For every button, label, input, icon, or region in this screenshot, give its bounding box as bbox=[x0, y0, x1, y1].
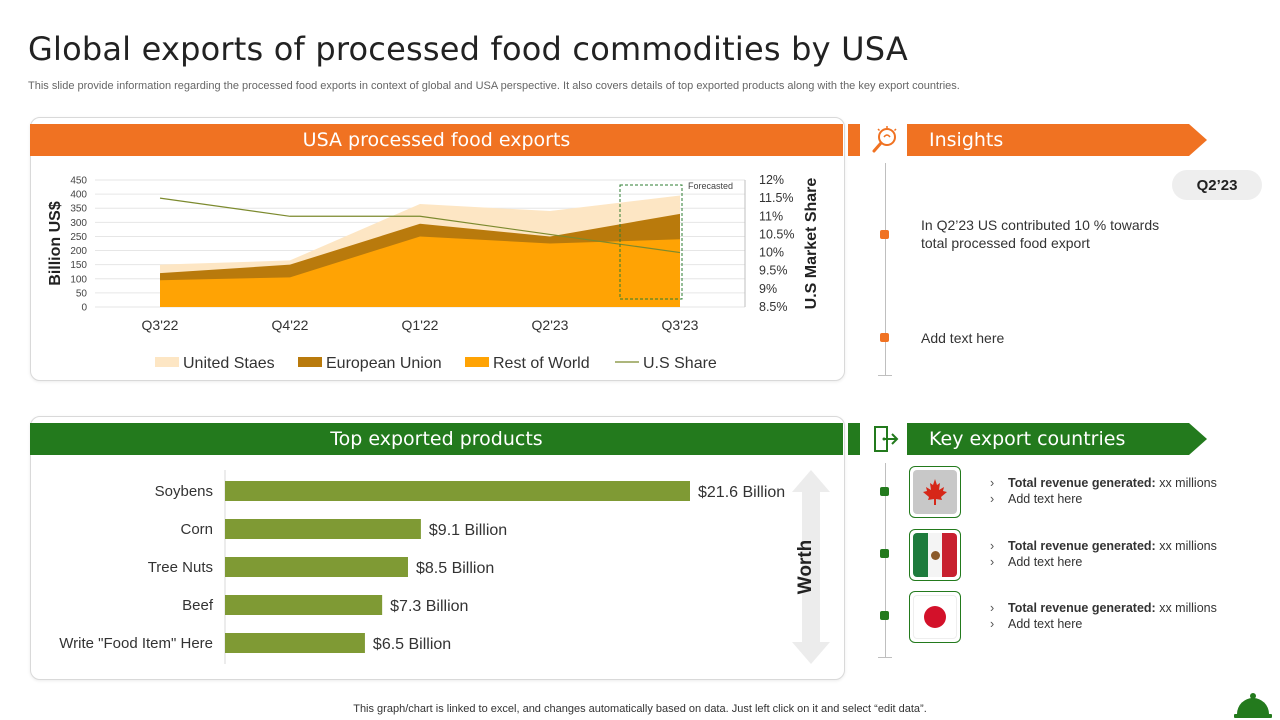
legend-label: United Staes bbox=[183, 355, 275, 372]
x-tick-label: Q3'22 bbox=[142, 317, 179, 333]
exports-area-chart[interactable]: 0 50 100 150 200 250 300 350 400 450 8.5% 9% 9.5% 10%… bbox=[30, 157, 843, 379]
legend-label: European Union bbox=[326, 355, 442, 372]
countries-heading: Key export countries bbox=[907, 423, 1207, 455]
y-tick-label: 50 bbox=[76, 288, 88, 299]
insight-text: Add text here bbox=[921, 330, 1005, 346]
y2-tick-label: 8.5% bbox=[759, 300, 788, 314]
legend-swatch bbox=[298, 357, 322, 367]
x-tick-label: Q1'22 bbox=[402, 317, 439, 333]
x-tick-label: Q3'23 bbox=[662, 317, 699, 333]
product-value-label: $9.1 Billion bbox=[429, 522, 507, 539]
y2-tick-label: 9% bbox=[759, 282, 777, 296]
country-revenue: › Total revenue generated: xx millions bbox=[990, 476, 1217, 490]
y-tick-label: 150 bbox=[70, 260, 87, 271]
country-note: › Add text here bbox=[990, 555, 1083, 569]
insight-text: In Q2’23 US contributed 10 % towards tot… bbox=[921, 217, 1160, 251]
countries-timeline-end bbox=[878, 657, 892, 658]
product-value-label: $6.5 Billion bbox=[373, 636, 451, 653]
products-bar-chart[interactable]: Soybens $21.6 Billion Corn $9.1 Billion Tree… bbox=[30, 456, 843, 671]
country-bullet bbox=[880, 549, 889, 558]
country-note: › Add text here bbox=[990, 617, 1083, 631]
product-value-label: $21.6 Billion bbox=[698, 484, 785, 501]
products-panel-heading: Top exported products bbox=[30, 423, 843, 455]
countries-timeline bbox=[885, 463, 886, 657]
japan-flag-icon bbox=[913, 595, 957, 639]
legend-swatch bbox=[465, 357, 489, 367]
us-share-line bbox=[159, 197, 681, 254]
country-card-japan bbox=[909, 591, 961, 643]
worth-double-arrow-icon bbox=[792, 470, 830, 664]
y2-tick-label: 12% bbox=[759, 173, 784, 187]
lightbulb-search-icon bbox=[872, 126, 897, 153]
insights-heading: Insights bbox=[907, 124, 1207, 156]
product-label: Corn bbox=[180, 521, 213, 538]
product-label: Beef bbox=[182, 597, 214, 614]
insight-bullet bbox=[880, 230, 889, 239]
y2-tick-label: 11.5% bbox=[759, 191, 794, 205]
y-tick-label: 450 bbox=[70, 176, 87, 187]
y2-tick-label: 11% bbox=[759, 209, 783, 223]
countries-divider bbox=[848, 423, 860, 455]
product-bar bbox=[225, 557, 408, 577]
y-tick-label: 400 bbox=[70, 190, 87, 201]
insights-icon-box bbox=[860, 124, 910, 156]
product-label: Tree Nuts bbox=[148, 559, 213, 576]
y-tick-label: 200 bbox=[70, 246, 87, 257]
products-panel bbox=[30, 416, 845, 680]
y2-axis-title: U.S Market Share bbox=[803, 178, 820, 310]
y-tick-label: 300 bbox=[70, 218, 87, 229]
legend-swatch bbox=[155, 357, 179, 367]
food-cloche-icon bbox=[1234, 693, 1272, 718]
y-axis-title: Billion US$ bbox=[47, 201, 64, 286]
product-bar bbox=[225, 633, 365, 653]
exports-panel-heading: USA processed food exports bbox=[30, 124, 843, 156]
y-tick-label: 350 bbox=[70, 204, 87, 215]
country-revenue: › Total revenue generated: xx millions bbox=[990, 539, 1217, 553]
country-revenue: › Total revenue generated: xx millions bbox=[990, 601, 1217, 615]
area-series-rest-of-world bbox=[160, 236, 680, 307]
country-note: › Add text here bbox=[990, 492, 1083, 506]
y2-tick-label: 9.5% bbox=[759, 264, 788, 278]
country-card-canada bbox=[909, 466, 961, 518]
country-bullet bbox=[880, 487, 889, 496]
product-label: Write "Food Item" Here bbox=[59, 635, 213, 652]
product-bar bbox=[225, 595, 383, 615]
y2-tick-label: 10.5% bbox=[759, 227, 794, 241]
product-label: Soybens bbox=[155, 483, 213, 500]
insights-timeline-end bbox=[878, 375, 892, 376]
product-value-label: $7.3 Billion bbox=[390, 598, 468, 615]
y-tick-label: 250 bbox=[70, 232, 87, 243]
quarter-badge: Q2’23 bbox=[1172, 170, 1262, 200]
footer-note: This graph/chart is linked to excel, and… bbox=[353, 703, 927, 715]
insight-bullet bbox=[880, 333, 889, 342]
x-tick-label: Q4'22 bbox=[272, 317, 309, 333]
insights-timeline bbox=[885, 163, 886, 375]
worth-label: Worth bbox=[795, 540, 816, 595]
x-tick-label: Q2'23 bbox=[532, 317, 569, 333]
country-bullet bbox=[880, 611, 889, 620]
page-subtitle: This slide provide information regarding… bbox=[28, 80, 960, 92]
product-bar bbox=[225, 481, 690, 501]
mexico-flag-icon bbox=[913, 533, 957, 577]
export-door-icon bbox=[874, 426, 899, 452]
y-tick-label: 100 bbox=[70, 274, 87, 285]
canada-flag-icon bbox=[913, 470, 957, 514]
insights-divider bbox=[848, 124, 860, 156]
country-card-mexico bbox=[909, 529, 961, 581]
countries-icon-box bbox=[860, 423, 910, 455]
legend-label: U.S Share bbox=[643, 355, 717, 372]
y2-tick-label: 10% bbox=[759, 246, 784, 260]
forecast-label: Forecasted bbox=[688, 181, 733, 191]
y-tick-label: 0 bbox=[81, 303, 87, 314]
product-bar bbox=[225, 519, 421, 539]
page-title: Global exports of processed food commodi… bbox=[28, 30, 908, 68]
legend-label: Rest of World bbox=[493, 355, 590, 372]
product-value-label: $8.5 Billion bbox=[416, 560, 494, 577]
forecast-box bbox=[619, 184, 683, 300]
